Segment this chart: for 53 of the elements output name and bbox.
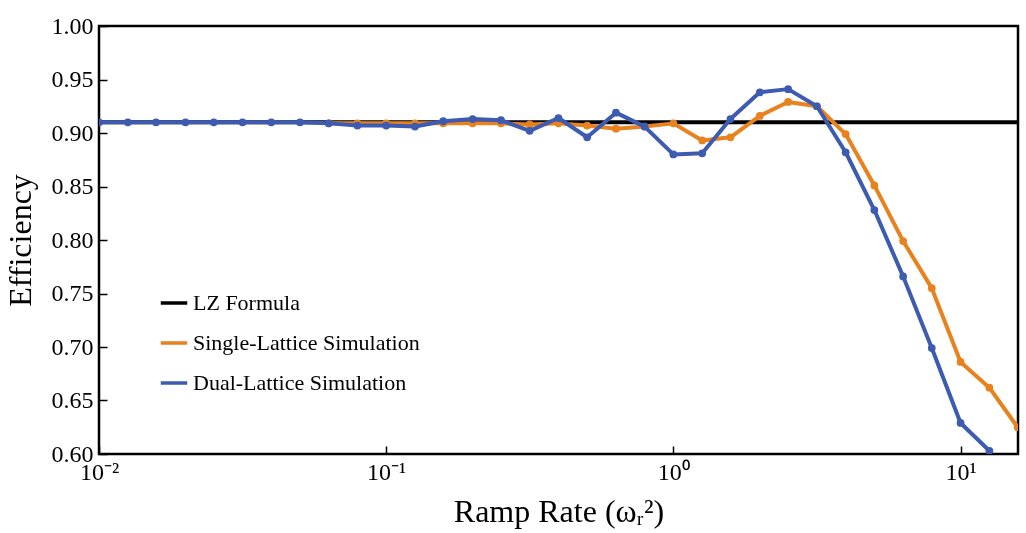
legend-label: Single-Lattice Simulation [193,330,420,355]
point [583,133,592,142]
y-tick-label: 0.75 [51,280,94,306]
point [726,115,735,123]
point [468,115,477,123]
x-tick-label: 10⁻¹ [367,458,407,485]
y-tick-label: 0.90 [51,119,94,146]
point [927,344,936,352]
x-tick-label: 10¹ [945,458,977,485]
point [927,284,936,293]
point [669,150,678,159]
point [554,114,563,122]
point [267,118,276,127]
point [209,118,218,127]
point [899,272,907,281]
point [956,358,965,366]
point [669,119,678,128]
point [612,108,620,117]
point [296,118,304,127]
point [985,446,994,454]
point [698,136,707,145]
y-tick-label: 0.95 [51,66,94,92]
point [841,130,850,138]
point [152,118,160,127]
legend-label: LZ Formula [193,290,301,315]
point [985,383,994,392]
y-tick-label: 1.00 [51,12,94,39]
y-tick-label: 0.70 [51,333,94,360]
point [784,85,793,93]
point [238,118,247,127]
point [956,419,965,427]
y-tick-label: 0.65 [51,387,94,413]
y-tick-label: 0.80 [51,226,94,253]
point [583,121,592,130]
point [899,237,907,245]
legend-label: Dual-Lattice Simulation [193,370,407,395]
point [612,124,620,133]
x-axis-title: Ramp Rate (ωᵣ²) [453,492,665,529]
x-tick-label: 10⁰ [657,458,690,485]
point [698,149,707,158]
y-axis-title: Efficiency [1,174,38,307]
point [726,133,735,142]
point [755,112,764,120]
point [123,118,132,127]
y-tick-label: 0.85 [51,173,94,199]
point [755,88,764,97]
point [841,148,850,157]
point [870,206,879,214]
point [525,120,534,129]
point [784,98,793,106]
point [181,118,190,127]
point [525,126,534,135]
point [870,181,879,190]
